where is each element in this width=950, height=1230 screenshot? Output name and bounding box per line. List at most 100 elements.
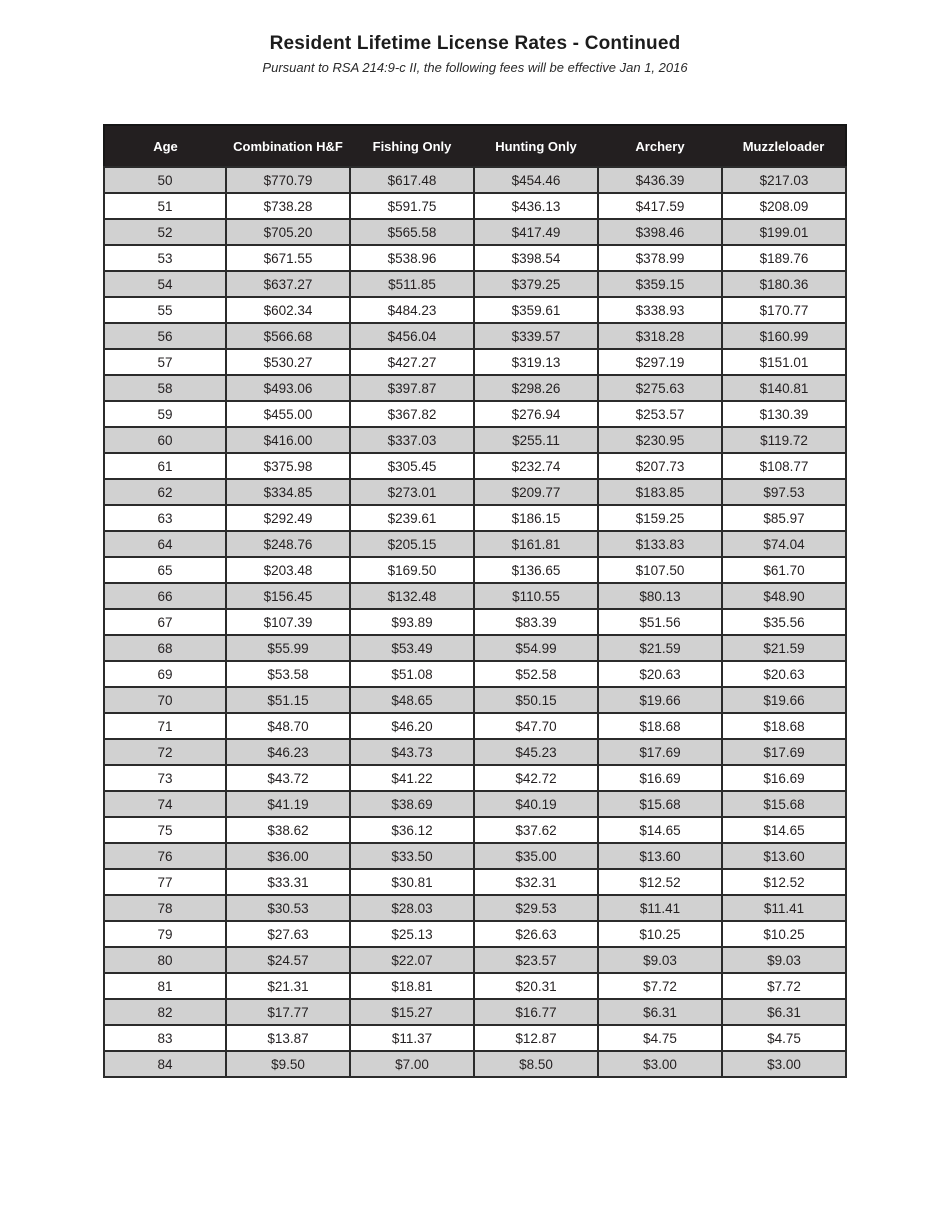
cell-rate: $319.13: [473, 348, 599, 376]
cell-rate: $378.99: [597, 244, 723, 272]
cell-rate: $7.72: [597, 972, 723, 1000]
cell-rate: $97.53: [721, 478, 847, 506]
table-row: 51 $738.28 $591.75 $436.13 $417.59 $208.09: [103, 192, 847, 220]
cell-rate: $530.27: [225, 348, 351, 376]
table-row: 70 $51.15 $48.65 $50.15 $19.66 $19.66: [103, 686, 847, 714]
cell-rate: $4.75: [721, 1024, 847, 1052]
cell-rate: $41.22: [349, 764, 475, 792]
cell-rate: $16.77: [473, 998, 599, 1026]
cell-age: 81: [103, 972, 227, 1000]
table-body: 50 $770.79 $617.48 $454.46 $436.39 $217.03 51 $…: [103, 166, 847, 1078]
cell-rate: $305.45: [349, 452, 475, 480]
table-row: 64 $248.76 $205.15 $161.81 $133.83 $74.04: [103, 530, 847, 558]
page-subtitle: Pursuant to RSA 214:9-c II, the followin…: [262, 60, 688, 75]
cell-rate: $36.00: [225, 842, 351, 870]
cell-rate: $13.60: [597, 842, 723, 870]
cell-rate: $42.72: [473, 764, 599, 792]
cell-age: 70: [103, 686, 227, 714]
cell-rate: $375.98: [225, 452, 351, 480]
cell-rate: $15.68: [597, 790, 723, 818]
cell-rate: $119.72: [721, 426, 847, 454]
cell-rate: $169.50: [349, 556, 475, 584]
cell-rate: $161.81: [473, 530, 599, 558]
column-header-hunting-only: Hunting Only: [474, 125, 598, 167]
cell-rate: $705.20: [225, 218, 351, 246]
cell-rate: $276.94: [473, 400, 599, 428]
cell-rate: $55.99: [225, 634, 351, 662]
cell-age: 65: [103, 556, 227, 584]
cell-rate: $359.15: [597, 270, 723, 298]
cell-rate: $4.75: [597, 1024, 723, 1052]
cell-rate: $183.85: [597, 478, 723, 506]
cell-age: 69: [103, 660, 227, 688]
cell-age: 60: [103, 426, 227, 454]
cell-rate: $13.60: [721, 842, 847, 870]
cell-rate: $108.77: [721, 452, 847, 480]
cell-rate: $273.01: [349, 478, 475, 506]
cell-age: 77: [103, 868, 227, 896]
table-row: 83 $13.87 $11.37 $12.87 $4.75 $4.75: [103, 1024, 847, 1052]
table-row: 77 $33.31 $30.81 $32.31 $12.52 $12.52: [103, 868, 847, 896]
cell-rate: $17.77: [225, 998, 351, 1026]
cell-rate: $203.48: [225, 556, 351, 584]
cell-rate: $417.59: [597, 192, 723, 220]
cell-rate: $21.31: [225, 972, 351, 1000]
cell-rate: $52.58: [473, 660, 599, 688]
cell-rate: $61.70: [721, 556, 847, 584]
cell-rate: $35.00: [473, 842, 599, 870]
table-row: 60 $416.00 $337.03 $255.11 $230.95 $119.72: [103, 426, 847, 454]
cell-rate: $591.75: [349, 192, 475, 220]
cell-rate: $208.09: [721, 192, 847, 220]
cell-rate: $427.27: [349, 348, 475, 376]
cell-rate: $50.15: [473, 686, 599, 714]
cell-rate: $48.70: [225, 712, 351, 740]
cell-rate: $230.95: [597, 426, 723, 454]
cell-rate: $217.03: [721, 166, 847, 194]
cell-rate: $85.97: [721, 504, 847, 532]
cell-rate: $337.03: [349, 426, 475, 454]
cell-rate: $484.23: [349, 296, 475, 324]
cell-rate: $671.55: [225, 244, 351, 272]
table-row: 61 $375.98 $305.45 $232.74 $207.73 $108.77: [103, 452, 847, 480]
cell-rate: $151.01: [721, 348, 847, 376]
table-row: 53 $671.55 $538.96 $398.54 $378.99 $189.76: [103, 244, 847, 272]
cell-rate: $9.03: [597, 946, 723, 974]
cell-rate: $436.13: [473, 192, 599, 220]
cell-age: 64: [103, 530, 227, 558]
cell-age: 57: [103, 348, 227, 376]
cell-rate: $46.20: [349, 712, 475, 740]
cell-rate: $339.57: [473, 322, 599, 350]
cell-rate: $53.58: [225, 660, 351, 688]
cell-age: 78: [103, 894, 227, 922]
cell-rate: $54.99: [473, 634, 599, 662]
cell-rate: $9.50: [225, 1050, 351, 1078]
table-row: 59 $455.00 $367.82 $276.94 $253.57 $130.39: [103, 400, 847, 428]
cell-rate: $8.50: [473, 1050, 599, 1078]
column-header-age: Age: [104, 125, 226, 167]
cell-rate: $38.62: [225, 816, 351, 844]
table-row: 73 $43.72 $41.22 $42.72 $16.69 $16.69: [103, 764, 847, 792]
cell-rate: $16.69: [721, 764, 847, 792]
cell-rate: $14.65: [597, 816, 723, 844]
cell-rate: $538.96: [349, 244, 475, 272]
cell-rate: $11.41: [597, 894, 723, 922]
cell-rate: $207.73: [597, 452, 723, 480]
cell-rate: $160.99: [721, 322, 847, 350]
cell-age: 82: [103, 998, 227, 1026]
cell-rate: $199.01: [721, 218, 847, 246]
cell-rate: $180.36: [721, 270, 847, 298]
cell-rate: $32.31: [473, 868, 599, 896]
cell-age: 72: [103, 738, 227, 766]
cell-age: 67: [103, 608, 227, 636]
cell-rate: $20.63: [721, 660, 847, 688]
table-row: 82 $17.77 $15.27 $16.77 $6.31 $6.31: [103, 998, 847, 1026]
table-row: 55 $602.34 $484.23 $359.61 $338.93 $170.77: [103, 296, 847, 324]
cell-rate: $15.68: [721, 790, 847, 818]
cell-rate: $110.55: [473, 582, 599, 610]
cell-rate: $30.53: [225, 894, 351, 922]
cell-rate: $37.62: [473, 816, 599, 844]
cell-rate: $6.31: [597, 998, 723, 1026]
cell-rate: $398.46: [597, 218, 723, 246]
table-row: 65 $203.48 $169.50 $136.65 $107.50 $61.70: [103, 556, 847, 584]
